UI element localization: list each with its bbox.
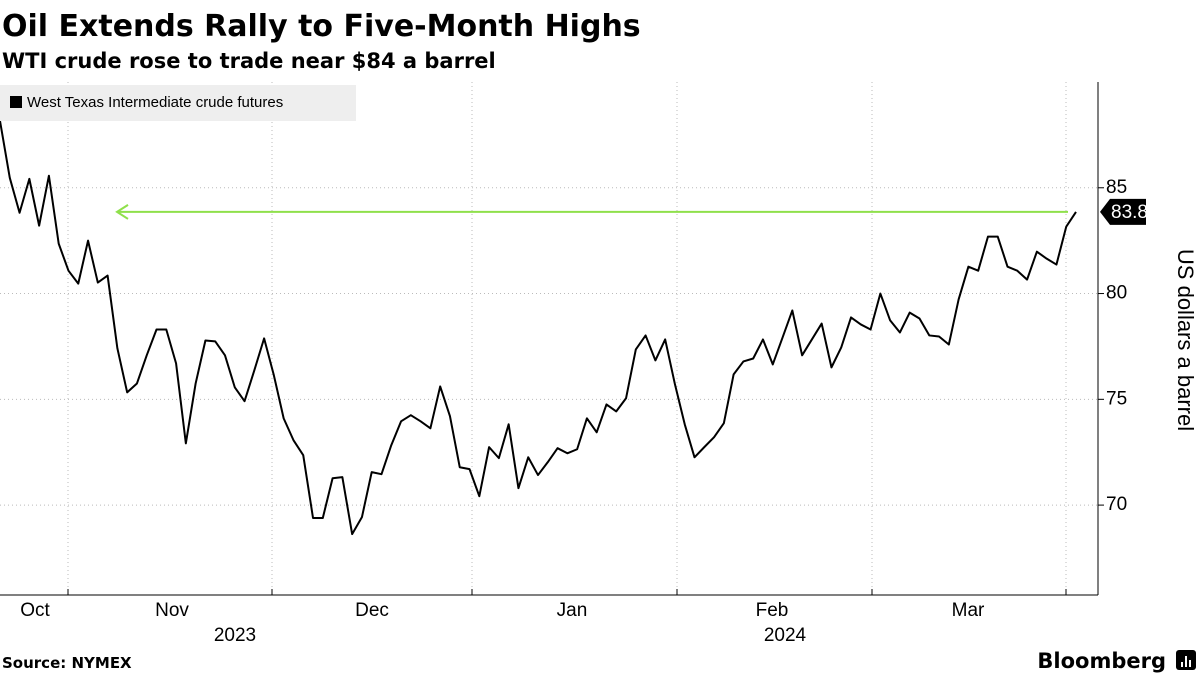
legend-box: [0, 85, 356, 121]
legend-swatch: [10, 96, 22, 108]
x-tick-label: Nov: [155, 600, 189, 621]
x-tick-label: Feb: [756, 600, 789, 621]
y-tick-label: 75: [1106, 388, 1127, 409]
x-tick-label: Jan: [557, 600, 588, 621]
x-year-label: 2024: [764, 625, 807, 646]
brand: Bloomberg: [1037, 649, 1166, 673]
value-tag-label: 83.86: [1111, 202, 1159, 223]
y-tick-label: 70: [1106, 494, 1127, 515]
x-tick-label: Mar: [952, 600, 985, 621]
y-axis-label: US dollars a barrel: [1173, 249, 1198, 431]
x-tick-label: Oct: [20, 600, 50, 621]
chart-title: Oil Extends Rally to Five-Month Highs: [2, 9, 641, 44]
legend-label: West Texas Intermediate crude futures: [27, 94, 283, 111]
brand-icon: [1176, 650, 1196, 670]
chart-subtitle: WTI crude rose to trade near $84 a barre…: [2, 49, 496, 73]
y-tick-label: 80: [1106, 283, 1127, 304]
highlight-arrowhead: [115, 204, 129, 220]
value-tag: [1100, 198, 1146, 225]
source: Source: NYMEX: [2, 654, 132, 672]
x-tick-label: Dec: [355, 600, 389, 621]
x-year-label: 2023: [214, 625, 256, 646]
y-tick-label: 85: [1106, 177, 1127, 198]
line-series: [0, 120, 1077, 536]
